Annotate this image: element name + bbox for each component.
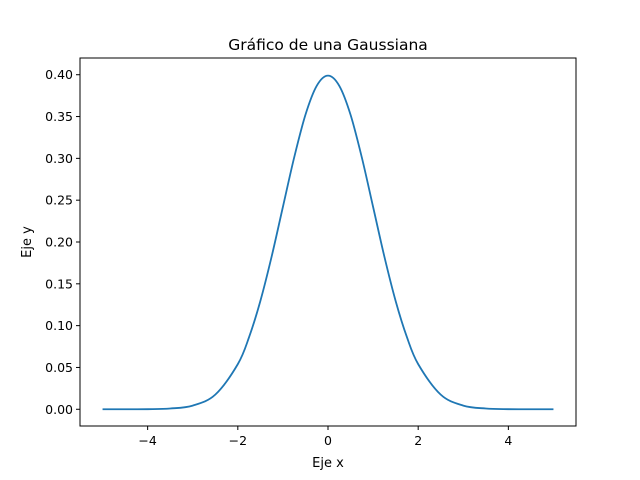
y-tick-label: 0.10 [45,318,73,333]
y-tick-label: 0.30 [45,151,73,166]
series-layer [102,74,554,411]
y-axis-label: Eje y [20,226,35,258]
x-tick-label: −2 [229,433,247,448]
x-tick-label: 2 [414,433,422,448]
y-tick-label: 0.35 [45,109,73,124]
x-tick-label: −4 [138,433,156,448]
gaussian-series-line [102,74,554,411]
x-tick-label: 0 [324,433,332,448]
x-axis-ticks: −4 −2 0 2 4 [138,426,512,448]
y-tick-label: 0.20 [45,235,73,250]
y-tick-label: 0.15 [45,276,73,291]
y-tick-label: 0.05 [45,360,73,375]
x-axis-label: Eje x [312,456,344,471]
y-axis-ticks: 0.00 0.05 0.10 0.15 0.20 0.25 0.30 0.35 0.40 [45,67,80,417]
y-tick-label: 0.40 [45,67,73,82]
y-tick-label: 0.25 [45,193,73,208]
y-tick-label: 0.00 [45,402,73,417]
chart-title: Gráfico de una Gaussiana [228,36,428,54]
x-tick-label: 4 [504,433,512,448]
